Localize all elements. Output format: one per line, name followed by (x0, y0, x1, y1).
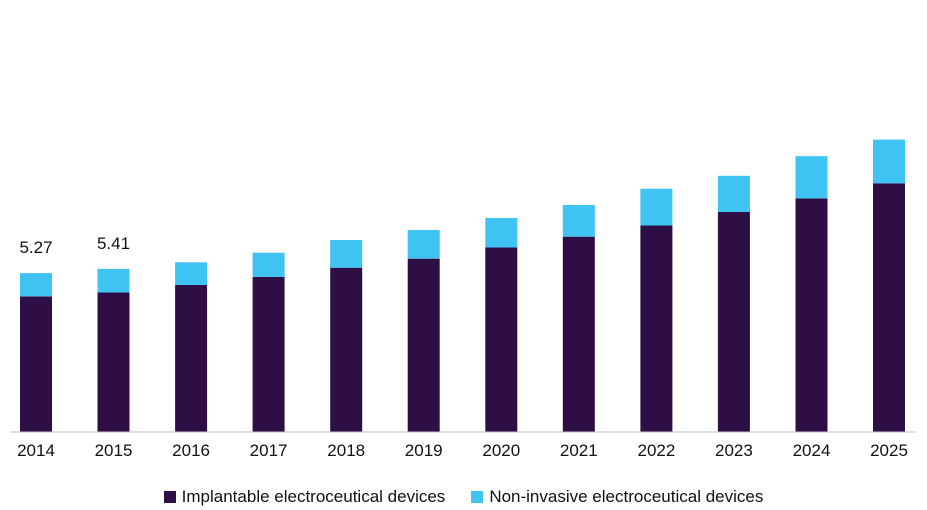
x-tick-label-2018: 2018 (327, 441, 365, 460)
x-tick-label-2015: 2015 (95, 441, 133, 460)
x-tick-label-2016: 2016 (172, 441, 210, 460)
stacked-bar-chart: 2014 2015 2016 2017 2018 2019 2020 2021 2022 2023… (10, 139, 916, 460)
x-tick-label-2023: 2023 (715, 441, 753, 460)
legend-label: Non-invasive electroceutical devices (489, 487, 764, 506)
data-label-2015: 5.41 (97, 234, 130, 253)
bar-implantable-2025 (873, 183, 905, 432)
bar-non-invasive-2016 (175, 262, 208, 285)
legend-label: Implantable electroceutical devices (181, 487, 446, 506)
legend-item-implantable: Implantable electroceutical devices (163, 487, 446, 507)
bar-implantable-2014 (20, 296, 52, 432)
x-tick-label-2017: 2017 (250, 441, 288, 460)
data-label-2014: 5.27 (19, 238, 52, 257)
x-tick-label-2019: 2019 (405, 441, 443, 460)
bar-implantable-2018 (330, 267, 363, 432)
bar-non-invasive-2025 (873, 139, 905, 184)
bar-implantable-2022 (640, 225, 673, 432)
bar-non-invasive-2022 (640, 188, 673, 226)
legend: Implantable electroceutical devices Non-i… (0, 484, 927, 510)
x-tick-label-2020: 2020 (482, 441, 520, 460)
bar-non-invasive-2020 (485, 218, 518, 248)
bar-non-invasive-2019 (407, 230, 440, 259)
bar-non-invasive-2017 (252, 252, 285, 277)
legend-item-non-invasive: Non-invasive electroceutical devices (471, 487, 763, 507)
bar-implantable-2021 (562, 236, 595, 432)
bar-non-invasive-2023 (717, 175, 750, 212)
x-tick-label-2024: 2024 (793, 441, 831, 460)
x-tick-label-2014: 2014 (17, 441, 55, 460)
legend-swatch (471, 491, 484, 503)
data-labels: 5.27 5.41 (19, 234, 130, 257)
bar-non-invasive-2024 (795, 156, 828, 199)
bar-implantable-2017 (252, 276, 285, 432)
bar-non-invasive-2014 (20, 273, 52, 297)
bar-implantable-2019 (407, 258, 440, 432)
x-tick-label-2022: 2022 (637, 441, 675, 460)
x-tick-label-2025: 2025 (870, 441, 908, 460)
x-tick-label-2021: 2021 (560, 441, 598, 460)
bar-implantable-2015 (97, 292, 130, 432)
legend-swatch (163, 491, 176, 503)
bar-non-invasive-2015 (97, 268, 130, 293)
bar-implantable-2023 (717, 212, 750, 432)
bar-group (20, 139, 905, 432)
bar-implantable-2024 (795, 198, 828, 432)
bar-non-invasive-2021 (562, 205, 595, 237)
bar-implantable-2016 (175, 284, 208, 432)
bar-implantable-2020 (485, 247, 518, 432)
x-tick-labels: 2014 2015 2016 2017 2018 2019 2020 2021 2022 2023… (17, 441, 908, 460)
bar-non-invasive-2018 (330, 240, 363, 268)
